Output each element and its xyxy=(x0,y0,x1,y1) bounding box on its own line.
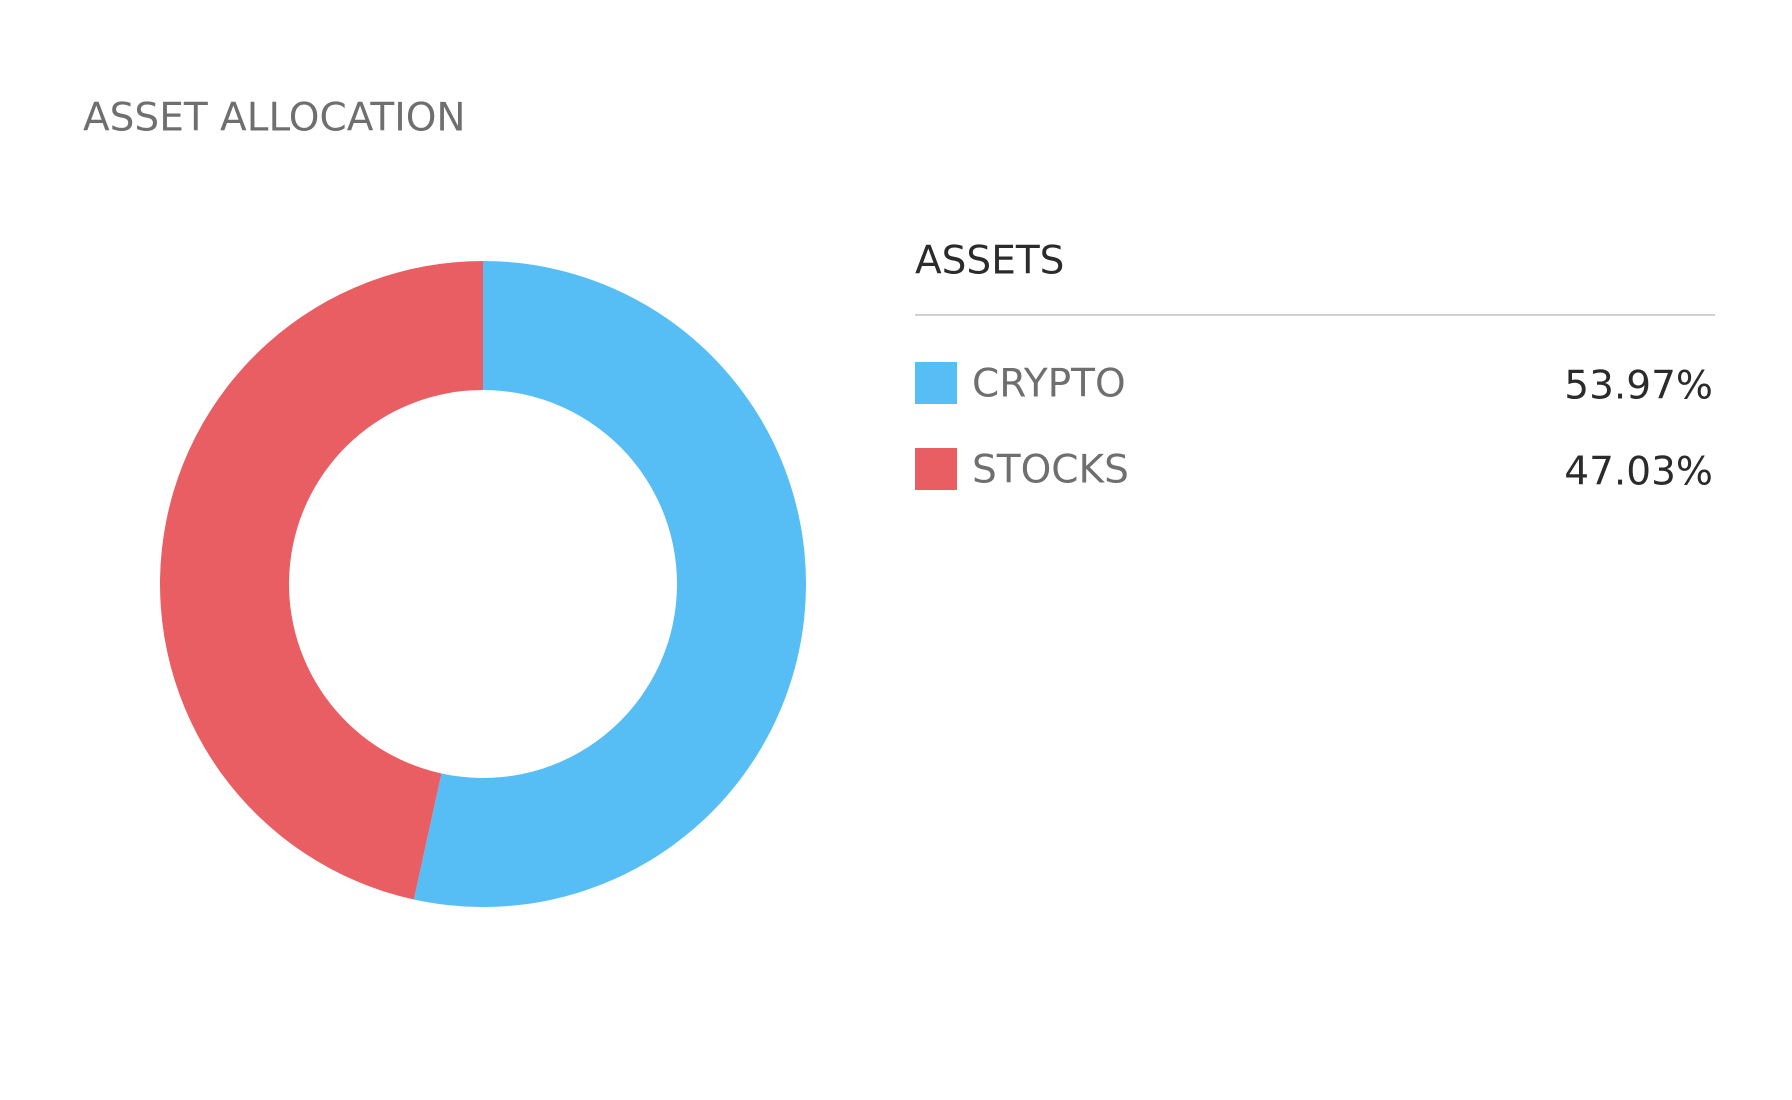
legend-swatch xyxy=(915,362,957,404)
legend-value: 47.03% xyxy=(1564,450,1713,495)
legend-label: CRYPTO xyxy=(972,362,1126,407)
donut-slice xyxy=(159,261,483,900)
legend-swatch xyxy=(915,448,957,490)
chart-title: ASSET ALLOCATION xyxy=(83,96,466,141)
donut-slice xyxy=(413,261,806,907)
legend-title: ASSETS xyxy=(915,239,1064,284)
legend-label: STOCKS xyxy=(972,448,1129,493)
legend-value: 53.97% xyxy=(1564,364,1713,409)
